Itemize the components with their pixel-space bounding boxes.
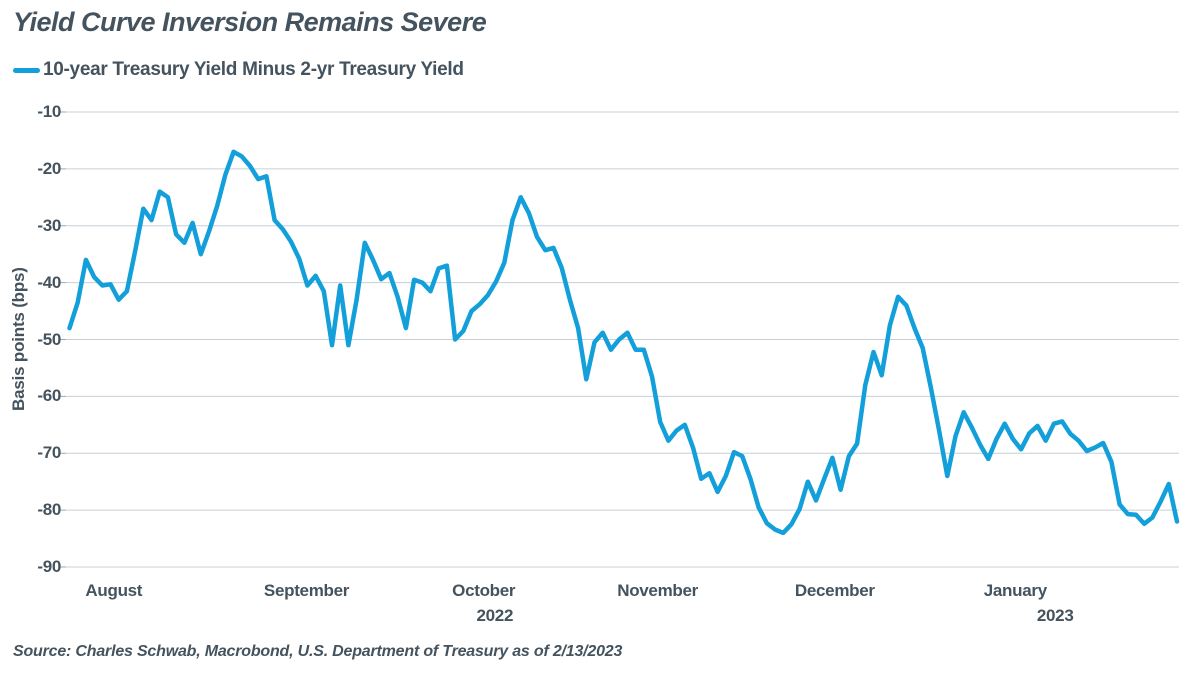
y-tick-label: -40 — [37, 272, 61, 292]
y-tick-label: -60 — [37, 386, 61, 406]
y-tick-label: -20 — [37, 158, 61, 178]
x-year-label-2022: 2022 — [476, 606, 514, 625]
legend-series-label: 10-year Treasury Yield Minus 2-yr Treasu… — [43, 59, 464, 80]
source-note: Source: Charles Schwab, Macrobond, U.S. … — [13, 643, 623, 660]
series-line-10y-minus-2y-spread — [67, 149, 1180, 536]
x-tick-label-november: November — [617, 581, 698, 600]
x-tick-label-september: September — [263, 581, 350, 600]
y-tick-label: -90 — [37, 557, 61, 576]
y-tick-label: -50 — [37, 329, 61, 349]
y-tick-label: -70 — [37, 443, 61, 463]
legend: 10-year Treasury Yield Minus 2-yr Treasu… — [13, 59, 464, 81]
y-tick-label: -80 — [37, 500, 61, 520]
chart-title: Yield Curve Inversion Remains Severe — [13, 7, 487, 37]
x-tick-label-october: October — [452, 581, 516, 600]
x-year-label-2023: 2023 — [1036, 606, 1074, 625]
x-tick-label-august: August — [85, 581, 143, 600]
x-tick-label-december: December — [794, 581, 875, 600]
x-tick-label-january: January — [983, 581, 1047, 600]
y-tick-label: -10 — [37, 102, 61, 121]
legend-line-marker — [13, 67, 40, 73]
y-tick-label: -30 — [37, 215, 61, 235]
